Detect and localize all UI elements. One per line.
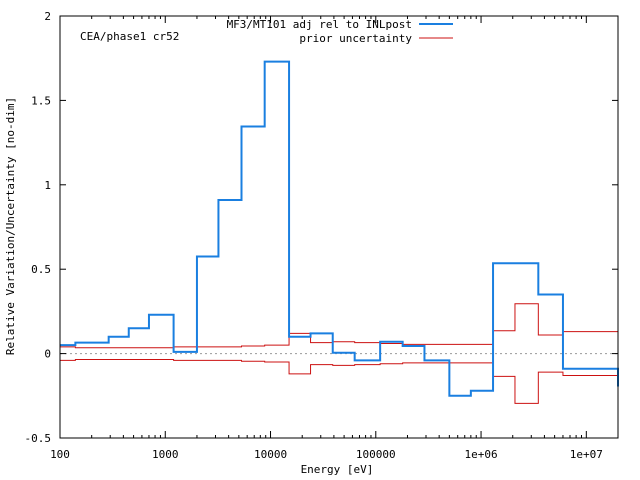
legend-label-prior-uncertainty: prior uncertainty: [299, 32, 412, 45]
x-tick-label: 100000: [356, 448, 396, 461]
y-tick-label: 0: [44, 348, 51, 361]
ticklabel-layer: -0.5 0 0.5 1 1.5 2 100 1000 10000 100000 1e+06 1e+0…: [25, 10, 603, 461]
legend: MF3/MT101 adj rel to INLpost prior uncer…: [227, 18, 453, 45]
x-tick-label: 1e+07: [570, 448, 603, 461]
x-axis-label: Energy [eV]: [301, 463, 374, 476]
y-tick-label: 0.5: [31, 263, 51, 276]
series-layer: [60, 60, 619, 404]
chart-annotation: CEA/phase1 cr52: [80, 30, 179, 43]
y-axis-label: Relative Variation/Uncertainty [no-dim]: [4, 97, 17, 355]
series-prior-uncertainty-lower: [60, 359, 618, 404]
tick-layer: [59, 15, 618, 439]
x-tick-label: 1e+06: [464, 448, 497, 461]
x-tick-label: 100: [50, 448, 70, 461]
y-tick-label: -0.5: [25, 432, 52, 445]
y-tick-label: 2: [44, 10, 51, 23]
y-tick-label: 1: [44, 179, 51, 192]
x-tick-label: 1000: [152, 448, 179, 461]
legend-label-adjustment: MF3/MT101 adj rel to INLpost: [227, 18, 412, 31]
series-prior-uncertainty-upper: [60, 303, 618, 349]
x-tick-label: 10000: [254, 448, 287, 461]
plot-frame: [59, 15, 619, 439]
y-tick-label: 1.5: [31, 94, 51, 107]
series-adjustment-step: [60, 60, 619, 397]
